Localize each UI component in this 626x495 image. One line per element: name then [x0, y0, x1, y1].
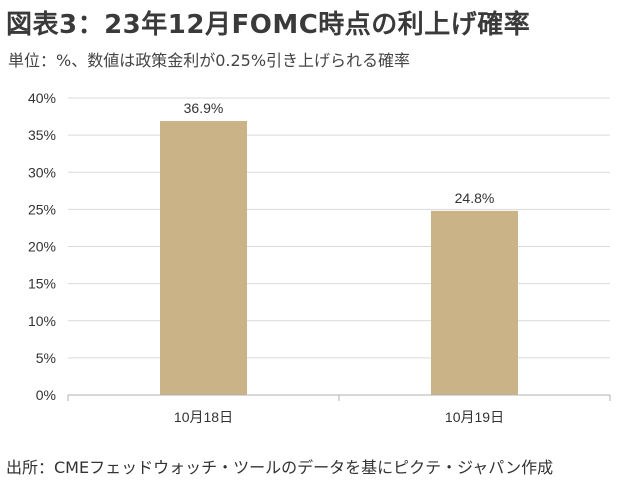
- y-tick-label: 40%: [28, 90, 56, 106]
- y-tick-label: 35%: [28, 127, 56, 143]
- bar: [431, 210, 518, 395]
- x-axis-tick-labels: 10月18日 10月19日: [174, 409, 504, 425]
- gridlines: [68, 97, 610, 359]
- data-label: 24.8%: [455, 190, 495, 206]
- y-tick-label: 30%: [28, 164, 56, 180]
- y-tick-label: 10%: [28, 313, 56, 329]
- y-tick-label: 15%: [28, 276, 56, 292]
- bar-chart: 0% 5% 10% 15% 20% 25% 30% 35% 40% 10月18日 10月19日 3…: [28, 90, 611, 425]
- y-tick-label: 5%: [36, 350, 56, 366]
- bars: [160, 121, 518, 395]
- data-label: 36.9%: [184, 100, 224, 116]
- y-axis-tick-labels: 0% 5% 10% 15% 20% 25% 30% 35% 40%: [28, 90, 56, 403]
- bar: [160, 121, 247, 395]
- y-tick-label: 20%: [28, 239, 56, 255]
- x-axis: [67, 394, 611, 401]
- data-labels: 36.9% 24.8%: [184, 100, 495, 206]
- x-tick-label: 10月19日: [445, 409, 504, 425]
- chart-subtitle: 単位：%、数値は政策金利が0.25%引き上げられる確率: [8, 51, 411, 70]
- chart-title: 図表3：23年12月FOMC時点の利上げ確率: [6, 10, 531, 40]
- source-note: 出所：CMEフェッドウォッチ・ツールのデータを基にピクテ・ジャパン作成: [6, 458, 554, 477]
- y-tick-label: 0%: [36, 387, 56, 403]
- y-tick-label: 25%: [28, 201, 56, 217]
- x-tick-label: 10月18日: [174, 409, 233, 425]
